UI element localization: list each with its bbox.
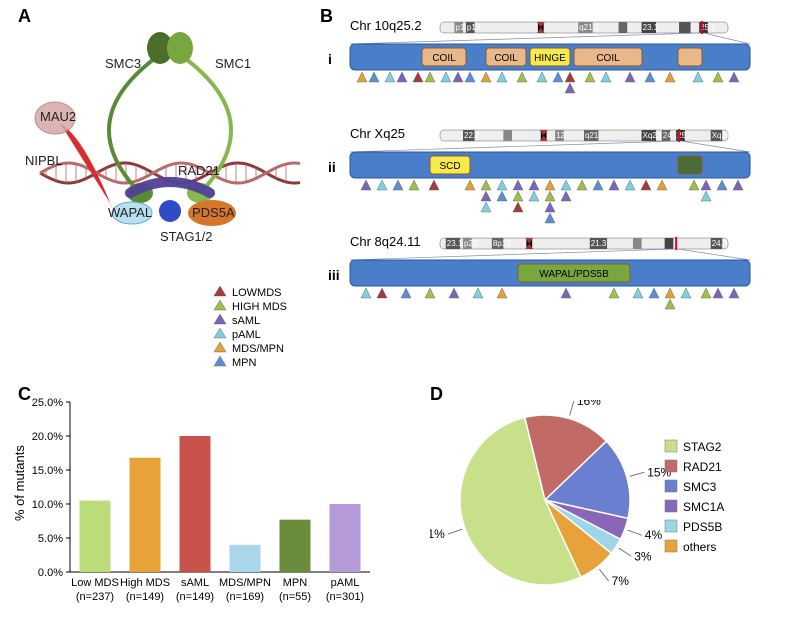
svg-text:Chr 10q25.2: Chr 10q25.2 <box>350 18 422 33</box>
svg-text:COIL: COIL <box>432 53 456 64</box>
svg-text:MPN: MPN <box>232 357 257 369</box>
svg-text:HIGH MDS: HIGH MDS <box>232 301 287 313</box>
svg-text:15.0%: 15.0% <box>32 465 63 477</box>
svg-text:51%: 51% <box>430 527 445 541</box>
svg-text:(n=301): (n=301) <box>326 591 364 603</box>
svg-text:Xq28: Xq28 <box>712 131 731 140</box>
svg-text:% of mutants: % of mutants <box>12 445 27 521</box>
svg-text:Xq23: Xq23 <box>643 131 662 140</box>
svg-text:4%: 4% <box>645 528 663 542</box>
svg-text:24: 24 <box>663 131 672 140</box>
svg-text:MDS/MPN: MDS/MPN <box>219 577 271 589</box>
panel-b-gene-maps: Chr 10q25.2p14p13q21.123.125.1COILCOILHI… <box>320 8 790 380</box>
svg-text:RAD21: RAD21 <box>683 460 722 474</box>
panel-c-bar-chart: 0.0% 5.0% 10.0% 15.0% 20.0% 25.0% % of mutants… <box>10 392 400 622</box>
svg-text:SCD: SCD <box>439 161 460 172</box>
disease-legend: LOWMDS HIGH MDS sAML pAML MDS/MPN MPN <box>210 280 350 380</box>
svg-text:3%: 3% <box>634 549 652 563</box>
svg-text:23.1: 23.1 <box>643 23 659 32</box>
svg-text:MPN: MPN <box>283 577 308 589</box>
svg-text:21.3: 21.3 <box>591 239 607 248</box>
svg-text:NIPBL: NIPBL <box>25 153 63 168</box>
svg-text:(n=55): (n=55) <box>279 591 311 603</box>
svg-text:p22: p22 <box>464 239 478 248</box>
svg-text:10.0%: 10.0% <box>32 499 63 511</box>
figure-root: A B C D SMC3SMC1MAU2NIPBLWAPALRAD21PDS5A… <box>0 0 794 623</box>
svg-text:pAML: pAML <box>331 577 360 589</box>
svg-text:i: i <box>328 51 332 67</box>
svg-text:SMC3: SMC3 <box>683 480 717 494</box>
svg-text:0.0%: 0.0% <box>38 567 63 579</box>
svg-text:MAU2: MAU2 <box>40 109 76 124</box>
svg-text:COIL: COIL <box>596 53 620 64</box>
svg-text:Low MDS: Low MDS <box>71 577 119 589</box>
svg-text:STAG2: STAG2 <box>683 440 722 454</box>
svg-text:SMC3: SMC3 <box>105 56 141 71</box>
svg-text:MDS/MPN: MDS/MPN <box>232 343 284 355</box>
svg-text:25.0%: 25.0% <box>32 397 63 409</box>
svg-text:HINGE: HINGE <box>534 53 566 64</box>
svg-text:5.0%: 5.0% <box>38 533 63 545</box>
svg-text:LOWMDS: LOWMDS <box>232 287 282 299</box>
svg-text:RAD21: RAD21 <box>178 163 220 178</box>
svg-text:PDS5B: PDS5B <box>683 520 722 534</box>
svg-text:Chr Xq25: Chr Xq25 <box>350 126 405 141</box>
svg-text:7%: 7% <box>612 574 630 588</box>
svg-text:(n=149): (n=149) <box>176 591 214 603</box>
svg-text:Chr 8q24.11: Chr 8q24.11 <box>350 234 421 249</box>
svg-text:sAML: sAML <box>181 577 209 589</box>
svg-text:others: others <box>683 540 716 554</box>
svg-text:q21.1: q21.1 <box>585 131 606 140</box>
svg-text:WAPAL/PDS5B: WAPAL/PDS5B <box>539 269 609 280</box>
panel-d-pie-chart: 51%16%15%4%3%7%STAG2RAD21SMC3SMC1APDS5Bo… <box>430 400 780 620</box>
svg-text:23.1: 23.1 <box>447 239 463 248</box>
svg-text:ii: ii <box>328 159 336 175</box>
panel-a-diagram: SMC3 SMC1 MAU2 NIPBL WAPAL RAD21 PDS5A STAG1/2 <box>10 18 310 278</box>
svg-text:PDS5A: PDS5A <box>192 205 235 220</box>
svg-text:WAPAL: WAPAL <box>108 205 152 220</box>
svg-text:20.0%: 20.0% <box>32 431 63 443</box>
svg-text:High MDS: High MDS <box>120 577 170 589</box>
svg-text:q21.1: q21.1 <box>579 23 600 32</box>
svg-text:8p12: 8p12 <box>493 239 511 248</box>
svg-text:sAML: sAML <box>232 315 260 327</box>
svg-text:SMC1: SMC1 <box>215 56 251 71</box>
svg-text:(n=149): (n=149) <box>126 591 164 603</box>
svg-text:16%: 16% <box>577 400 601 408</box>
svg-text:STAG1/2: STAG1/2 <box>160 229 213 244</box>
svg-text:(n=237): (n=237) <box>76 591 114 603</box>
svg-text:(n=169): (n=169) <box>226 591 264 603</box>
svg-text:pAML: pAML <box>232 329 261 341</box>
svg-text:12: 12 <box>556 131 565 140</box>
svg-text:24.3: 24.3 <box>712 239 728 248</box>
svg-text:p13: p13 <box>467 23 481 32</box>
svg-text:SMC1A: SMC1A <box>683 500 724 514</box>
svg-text:COIL: COIL <box>494 53 518 64</box>
svg-text:22.2: 22.2 <box>464 131 480 140</box>
